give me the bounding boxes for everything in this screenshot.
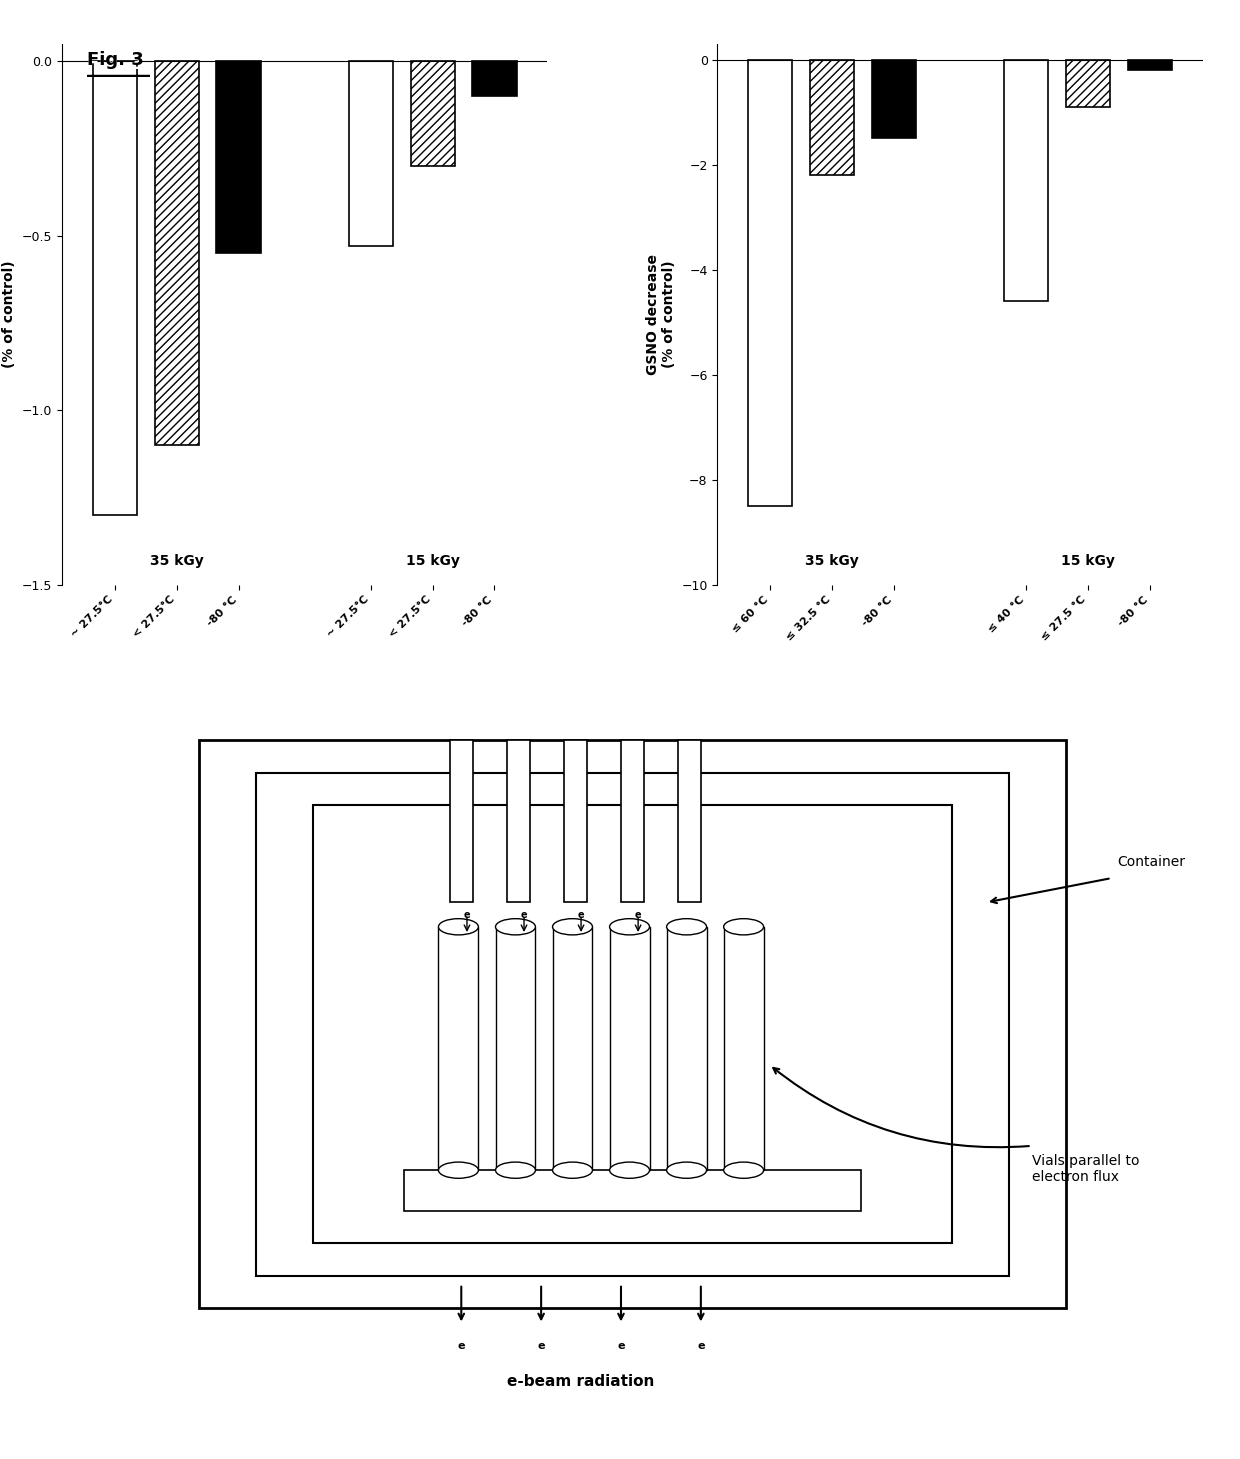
- Text: Fig. 3: Fig. 3: [87, 51, 144, 69]
- Text: 35 kGy: 35 kGy: [150, 554, 203, 569]
- Bar: [553, 926, 593, 1170]
- Text: e: e: [618, 1341, 625, 1351]
- Bar: [610, 926, 650, 1170]
- Text: Container: Container: [1117, 855, 1185, 870]
- Text: e: e: [578, 909, 584, 919]
- Text: (b): (b): [950, 766, 971, 782]
- Ellipse shape: [439, 919, 479, 935]
- Bar: [678, 740, 701, 903]
- Text: _______: _______: [87, 58, 150, 77]
- Text: e: e: [537, 1341, 544, 1351]
- Bar: [1127, 60, 1172, 70]
- Text: 15 kGy: 15 kGy: [405, 554, 460, 569]
- Bar: [348, 61, 393, 247]
- Bar: [872, 60, 916, 139]
- Text: Fig. 3: Fig. 3: [87, 54, 144, 73]
- Bar: [507, 740, 529, 903]
- Bar: [810, 60, 854, 175]
- Text: 35 kGy: 35 kGy: [805, 554, 859, 569]
- Bar: [312, 805, 952, 1243]
- Bar: [155, 61, 198, 445]
- Bar: [217, 61, 260, 254]
- Text: e-beam radiation: e-beam radiation: [507, 1373, 655, 1389]
- Bar: [748, 60, 792, 506]
- Ellipse shape: [667, 1161, 707, 1179]
- Bar: [472, 61, 517, 96]
- Ellipse shape: [496, 1161, 536, 1179]
- Bar: [667, 926, 707, 1170]
- Bar: [1066, 60, 1110, 107]
- Text: e: e: [697, 1341, 704, 1351]
- Ellipse shape: [610, 1161, 650, 1179]
- Text: e: e: [521, 909, 527, 919]
- Ellipse shape: [724, 1161, 764, 1179]
- Bar: [450, 740, 472, 903]
- Bar: [724, 926, 764, 1170]
- Ellipse shape: [724, 919, 764, 935]
- Text: (a): (a): [294, 766, 315, 782]
- Text: e: e: [635, 909, 641, 919]
- Ellipse shape: [610, 919, 650, 935]
- Ellipse shape: [667, 919, 707, 935]
- Ellipse shape: [553, 919, 593, 935]
- Ellipse shape: [553, 1161, 593, 1179]
- Bar: [564, 740, 587, 903]
- Text: e: e: [458, 1341, 465, 1351]
- Text: 15 kGy: 15 kGy: [1061, 554, 1115, 569]
- Y-axis label: GSNO decrease
(% of control): GSNO decrease (% of control): [646, 254, 676, 375]
- Ellipse shape: [439, 1161, 479, 1179]
- Bar: [496, 926, 536, 1170]
- Bar: [255, 773, 1009, 1275]
- Bar: [1004, 60, 1048, 301]
- Bar: [93, 61, 138, 515]
- Bar: [404, 1170, 861, 1211]
- Y-axis label: GSNO decrease
(% of control): GSNO decrease (% of control): [0, 254, 16, 375]
- Bar: [410, 61, 455, 166]
- Text: Vials parallel to
electron flux: Vials parallel to electron flux: [1032, 1154, 1140, 1185]
- Text: e: e: [464, 909, 470, 919]
- Bar: [198, 740, 1066, 1309]
- Bar: [621, 740, 644, 903]
- Bar: [439, 926, 479, 1170]
- Ellipse shape: [496, 919, 536, 935]
